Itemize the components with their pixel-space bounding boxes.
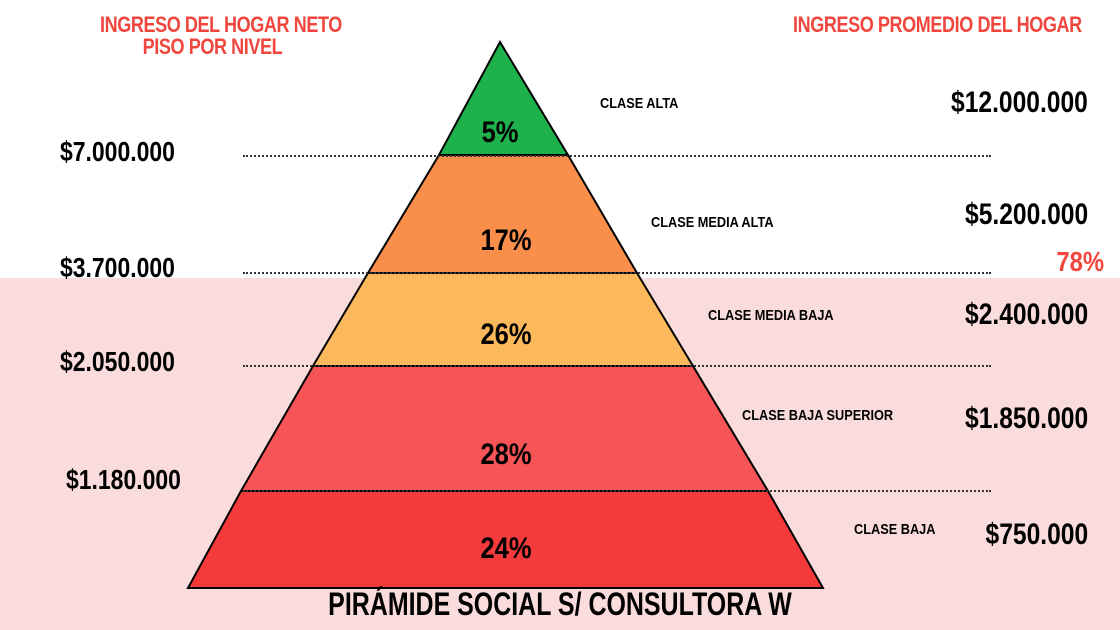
threshold-line-7000000 bbox=[243, 155, 991, 157]
right-column-header: INGRESO PROMEDIO DEL HOGAR bbox=[793, 12, 1082, 37]
lower-classes-share-label: 78% bbox=[1056, 246, 1104, 277]
floor-income-label: $1.180.000 bbox=[66, 464, 181, 495]
average-income-label: $12.000.000 bbox=[951, 86, 1088, 119]
tier-percent-label: 26% bbox=[480, 318, 532, 351]
average-income-label: $1.850.000 bbox=[964, 402, 1088, 435]
tier-percent-label: 5% bbox=[481, 116, 519, 149]
threshold-line-1180000 bbox=[243, 490, 991, 492]
tier-percent-label: 17% bbox=[480, 224, 532, 257]
floor-income-label: $7.000.000 bbox=[60, 136, 175, 167]
left-header-line2: PISO POR NIVEL bbox=[142, 34, 283, 59]
class-label: CLASE BAJA SUPERIOR bbox=[742, 407, 894, 424]
threshold-line-3700000 bbox=[243, 272, 991, 274]
average-income-label: $750.000 bbox=[985, 518, 1088, 551]
class-label: CLASE MEDIA ALTA bbox=[651, 214, 774, 231]
tier-percent-label: 24% bbox=[480, 532, 532, 565]
class-label: CLASE BAJA bbox=[854, 521, 936, 538]
left-header-line1: INGRESO DEL HOGAR NETO bbox=[100, 12, 342, 37]
pyramid-caption: PIRÁMIDE SOCIAL S/ CONSULTORA W bbox=[328, 586, 792, 622]
average-income-label: $2.400.000 bbox=[964, 298, 1088, 331]
pyramid-tier-baja-superior bbox=[239, 365, 770, 492]
left-column-header: INGRESO DEL HOGAR NETO PISO POR NIVEL bbox=[100, 14, 342, 58]
average-income-label: $5.200.000 bbox=[964, 198, 1088, 231]
threshold-line-2050000 bbox=[243, 365, 991, 367]
floor-income-label: $3.700.000 bbox=[60, 252, 175, 283]
class-label: CLASE ALTA bbox=[600, 95, 679, 112]
tier-percent-label: 28% bbox=[480, 438, 532, 471]
class-label: CLASE MEDIA BAJA bbox=[708, 307, 834, 324]
floor-income-label: $2.050.000 bbox=[60, 346, 175, 377]
